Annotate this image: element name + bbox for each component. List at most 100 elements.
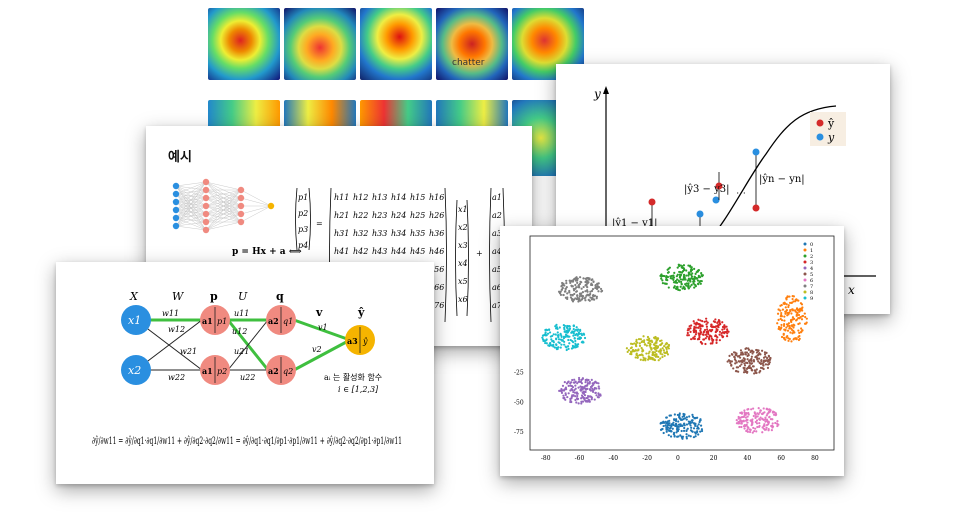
- scatter-point: [712, 338, 715, 342]
- mini-edge: [175, 221, 207, 227]
- mini-node: [202, 202, 210, 210]
- scatter-point: [667, 286, 670, 289]
- scatter-point: [692, 331, 696, 334]
- scatter-point: [784, 312, 787, 315]
- scatter-point: [805, 321, 808, 324]
- matrix-h-entry: h25: [410, 211, 425, 220]
- scatter-point: [575, 276, 578, 279]
- activation-a2: a2: [268, 366, 279, 376]
- scatter-point: [667, 347, 670, 350]
- scatter-point: [575, 401, 578, 404]
- scatter-point: [739, 353, 743, 356]
- scatter-point: [750, 368, 753, 372]
- scatter-point: [697, 318, 700, 321]
- mini-edge: [205, 189, 242, 207]
- scatter-point: [677, 420, 680, 423]
- scatter-point: [554, 333, 557, 336]
- legend-label: 6: [810, 278, 813, 284]
- scatter-point: [743, 413, 746, 417]
- scatter-point: [752, 360, 756, 363]
- scatter-point: [574, 342, 577, 345]
- scatter-point: [568, 324, 571, 328]
- scatter-point: [627, 349, 630, 352]
- x-tick-label: -20: [642, 455, 652, 462]
- scatter-point: [681, 418, 684, 421]
- scatter-point: [693, 325, 696, 328]
- scatter-point: [743, 423, 746, 427]
- scatter-point: [582, 285, 585, 289]
- legend-marker: [803, 254, 807, 258]
- mini-node: [237, 202, 245, 210]
- x-tick-label: 40: [744, 455, 752, 462]
- scatter-point: [685, 435, 688, 438]
- scatter-point: [743, 409, 746, 412]
- mini-edge: [205, 221, 242, 231]
- scatter-point: [696, 322, 699, 325]
- scatter-point: [776, 424, 779, 428]
- scatter-point: [764, 363, 768, 366]
- activation-a1: a1: [202, 366, 213, 376]
- scatter-point: [589, 296, 592, 299]
- scatter-point: [762, 407, 765, 410]
- scatter-point: [797, 335, 800, 338]
- scatter-point: [786, 295, 789, 298]
- scatter-point: [564, 287, 567, 290]
- scatter-point: [683, 278, 686, 281]
- scatter-point: [664, 351, 667, 355]
- scatter-point: [566, 324, 569, 328]
- scatter-point: [566, 296, 569, 299]
- scatter-point: [654, 355, 658, 358]
- scatter-point: [572, 324, 575, 327]
- scatter-point: [743, 364, 747, 367]
- scatter-point: [786, 335, 789, 338]
- scatter-point: [791, 309, 795, 312]
- y-axis-arrow: [603, 86, 609, 94]
- scatter-point: [665, 422, 668, 425]
- scatter-point: [559, 293, 563, 296]
- scatter-point: [681, 265, 684, 268]
- scatter-point: [805, 317, 808, 320]
- scatter-point: [766, 412, 769, 415]
- scatter-point: [654, 353, 657, 356]
- vector-a-entry: a7: [492, 301, 503, 310]
- scatter-point: [569, 382, 572, 385]
- scatter-point: [752, 414, 755, 418]
- scatter-point: [790, 327, 793, 330]
- scatter-point: [730, 353, 733, 356]
- scatter-point: [725, 335, 729, 338]
- plus-sign: +: [476, 249, 483, 258]
- label-q: q: [276, 290, 284, 303]
- y-point: [712, 196, 720, 204]
- scatter-point: [792, 326, 795, 329]
- scatter-point: [789, 318, 793, 322]
- label-W: W: [172, 290, 185, 303]
- scatter-point: [565, 348, 568, 352]
- scatter-point: [762, 424, 765, 427]
- scatter-point: [794, 337, 797, 340]
- scatter-point: [757, 357, 761, 360]
- matrix-bracket: [295, 187, 298, 251]
- activation-a1: a1: [202, 316, 213, 326]
- scatter-point: [680, 280, 683, 283]
- scatter-point: [681, 424, 684, 427]
- scatter-point: [570, 285, 574, 288]
- scatter-point: [578, 295, 581, 298]
- scatter-point: [679, 271, 682, 274]
- mini-edge: [205, 189, 242, 199]
- scatter-point: [686, 427, 689, 430]
- scatter-point: [599, 393, 602, 396]
- vector-x-entry: x2: [458, 223, 468, 232]
- scatter-point: [759, 366, 763, 369]
- scatter-point: [568, 329, 571, 332]
- x-tick-label: 60: [777, 455, 785, 462]
- scatter-point: [693, 335, 696, 338]
- matrix-h-entry: h41: [334, 247, 349, 256]
- legend-label: 0: [810, 242, 813, 248]
- scatter-point: [573, 292, 576, 296]
- mini-edge: [205, 213, 242, 231]
- mini-edge: [175, 205, 207, 227]
- scatter-point: [689, 330, 692, 333]
- network-card: X W p U q v ŷ x1 x2 w11 w12 w21 w22 u11 …: [56, 262, 434, 484]
- scatter-point: [578, 292, 582, 295]
- scatter-point: [746, 425, 749, 428]
